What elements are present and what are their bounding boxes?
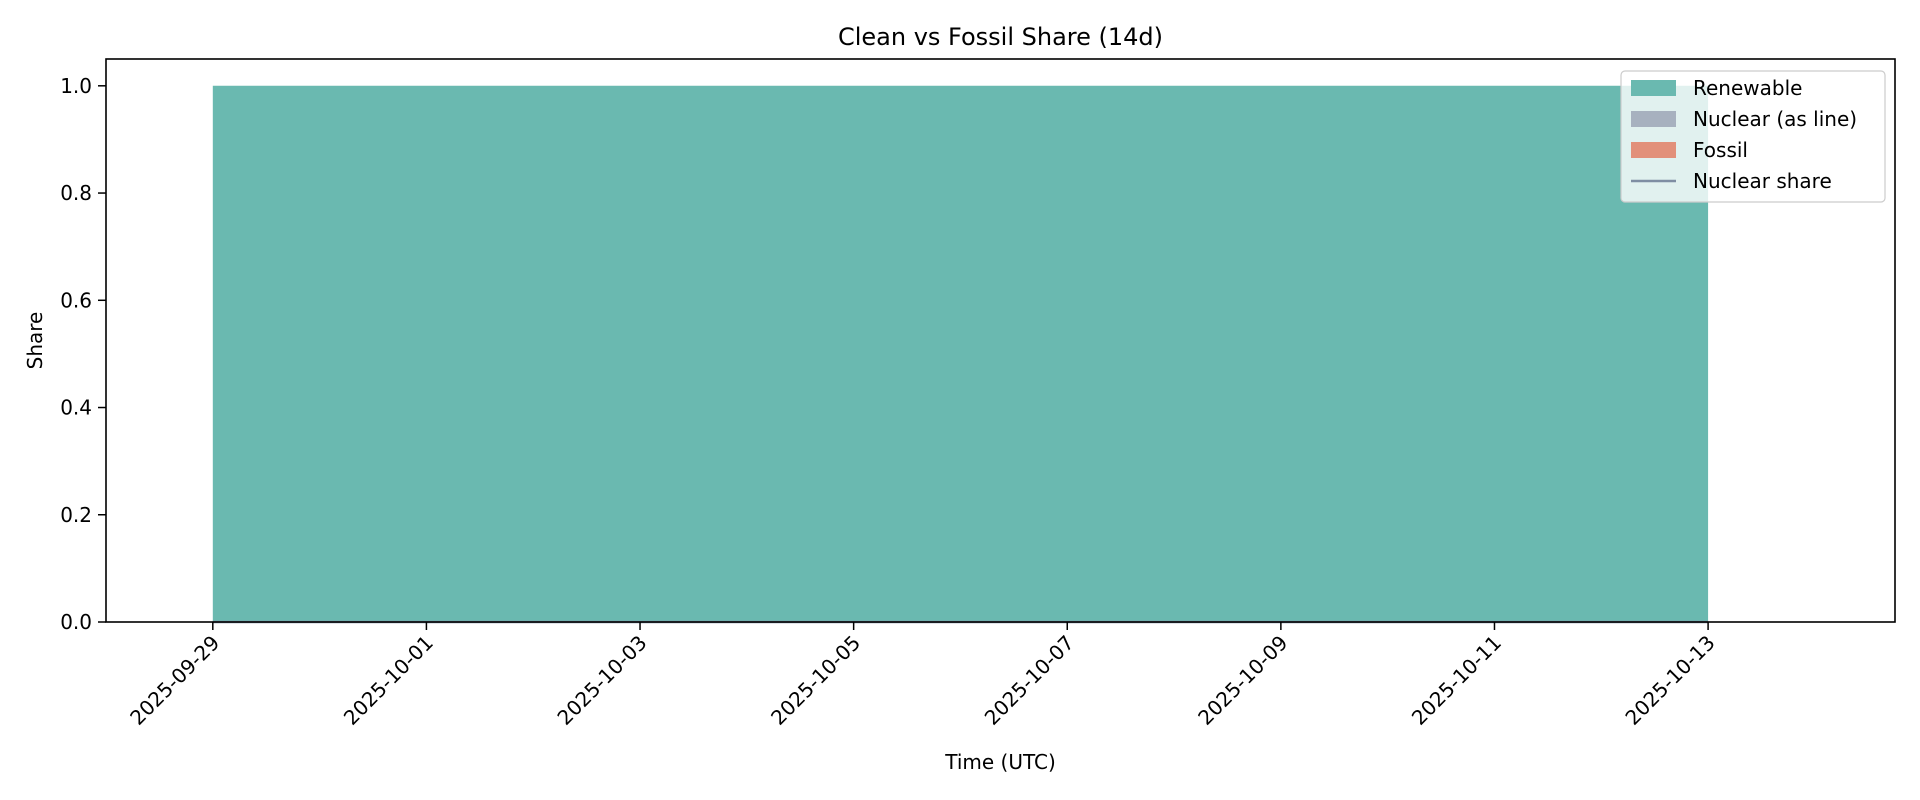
- y-tick-label: 0.6: [60, 288, 92, 312]
- y-tick-label: 0.4: [60, 396, 92, 420]
- area-renewable: [212, 85, 1709, 623]
- x-tick-label: 2025-10-05: [766, 631, 865, 730]
- y-axis: 0.0 0.2 0.4 0.6 0.8 1.0: [60, 74, 106, 634]
- legend-box: [1620, 70, 1886, 203]
- legend-label-fossil: Fossil: [1693, 138, 1748, 162]
- legend-swatch-renewable: [1631, 80, 1676, 96]
- legend-label-nuclear-share: Nuclear share: [1693, 169, 1832, 193]
- y-tick-label: 0.2: [60, 503, 92, 527]
- legend-label-nuclear-as-line: Nuclear (as line): [1693, 107, 1857, 131]
- plot-frame: [105, 58, 1896, 623]
- chart-title: Clean vs Fossil Share (14d): [838, 23, 1163, 51]
- legend: Renewable Nuclear (as line) Fossil Nuclear …: [1620, 70, 1886, 203]
- x-tick-label: 2025-10-07: [980, 631, 1079, 730]
- y-tick-label: 1.0: [60, 74, 92, 98]
- y-axis-label: Share: [23, 312, 47, 370]
- y-tick-label: 0.0: [60, 610, 92, 634]
- x-tick-label: 2025-10-03: [552, 631, 651, 730]
- x-tick-label: 2025-10-01: [339, 631, 438, 730]
- y-tick-label: 0.8: [60, 181, 92, 205]
- legend-swatch-fossil: [1631, 142, 1676, 158]
- x-tick-label: 2025-10-11: [1407, 631, 1506, 730]
- legend-label-renewable: Renewable: [1693, 76, 1802, 100]
- legend-swatch-nuclear-as-line: [1631, 111, 1676, 127]
- plot-area: [105, 58, 1896, 624]
- x-tick-label: 2025-10-13: [1620, 631, 1719, 730]
- x-axis: 2025-09-29 2025-10-01 2025-10-03 2025-10-05…: [125, 622, 1720, 730]
- x-tick-label: 2025-10-09: [1193, 631, 1292, 730]
- x-axis-label: Time (UTC): [944, 750, 1056, 774]
- x-tick-label: 2025-09-29: [125, 631, 224, 730]
